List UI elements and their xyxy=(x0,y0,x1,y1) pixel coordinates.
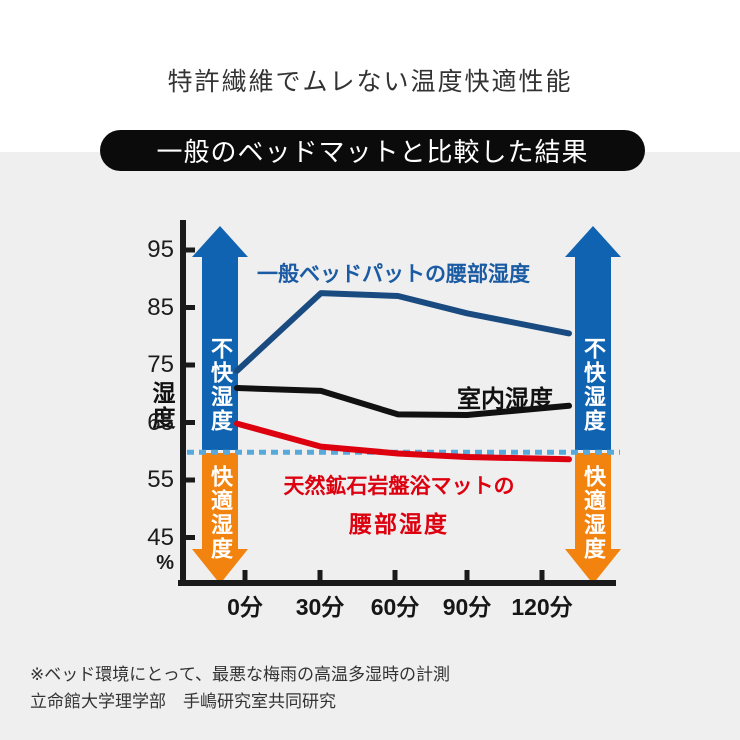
axis-tick-marks xyxy=(183,247,545,583)
y-axis-label: 湿度 xyxy=(149,381,175,431)
comparison-badge: 一般のベッドマットと比較した結果 xyxy=(100,130,645,171)
x-tick-label: 90分 xyxy=(442,594,492,620)
y-tick-label: 95 xyxy=(147,236,174,263)
footnote-line-1: ※ベッド環境にとって、最悪な梅雨の高温多湿時の計測 xyxy=(30,665,451,684)
zone-label-discomfort-right: 不快湿度 xyxy=(581,337,606,433)
x-tick-label: 120分 xyxy=(511,594,573,620)
series-label-mineral-mat-line1: 天然鉱石岩盤浴マットの xyxy=(283,475,515,498)
chart-panel-background xyxy=(0,152,740,740)
chart-series-group xyxy=(187,290,620,463)
series-label-room-humidity: 室内湿度 xyxy=(457,386,553,413)
x-tick-label: 60分 xyxy=(370,594,420,620)
zone-label-comfort-left: 快適湿度 xyxy=(208,465,233,561)
x-tick-label: 0分 xyxy=(227,594,263,620)
y-tick-label: 55 xyxy=(147,466,174,493)
series-label-mineral-mat: 天然鉱石岩盤浴マットの 腰部湿度 xyxy=(283,470,515,539)
comfort-down-arrow-icon-left xyxy=(192,453,248,584)
y-axis-unit-label: % xyxy=(156,552,174,574)
zone-label-discomfort-left: 不快湿度 xyxy=(208,337,233,433)
comparison-badge-label: 一般のベッドマットと比較した結果 xyxy=(156,137,589,167)
y-tick-label: 65 xyxy=(147,408,174,436)
series-label-mineral-mat-line2: 腰部湿度 xyxy=(349,511,449,537)
discomfort-up-arrow-icon-right xyxy=(565,226,621,450)
y-tick-label: 75 xyxy=(147,351,174,378)
series-line-2 xyxy=(234,420,572,463)
series-line-1 xyxy=(234,385,572,418)
footnote-line-2: 立命館大学理学部 手嶋研究室共同研究 xyxy=(30,692,336,711)
comfort-down-arrow-icon-right xyxy=(565,453,621,584)
zone-label-comfort-right: 快適湿度 xyxy=(581,465,606,561)
x-tick-label: 30分 xyxy=(295,594,345,620)
series-line-0 xyxy=(234,290,572,374)
y-tick-label: 85 xyxy=(147,293,174,321)
y-tick-label: 45 xyxy=(147,523,174,551)
series-label-general-bed-pad: 一般ベッドパットの腰部湿度 xyxy=(257,263,530,286)
footnote: ※ベッド環境にとって、最悪な梅雨の高温多湿時の計測 立命館大学理学部 手嶋研究室… xyxy=(30,661,450,715)
discomfort-up-arrow-icon-left xyxy=(192,226,248,450)
page-title: 特許繊維でムレない温度快適性能 xyxy=(167,68,573,96)
